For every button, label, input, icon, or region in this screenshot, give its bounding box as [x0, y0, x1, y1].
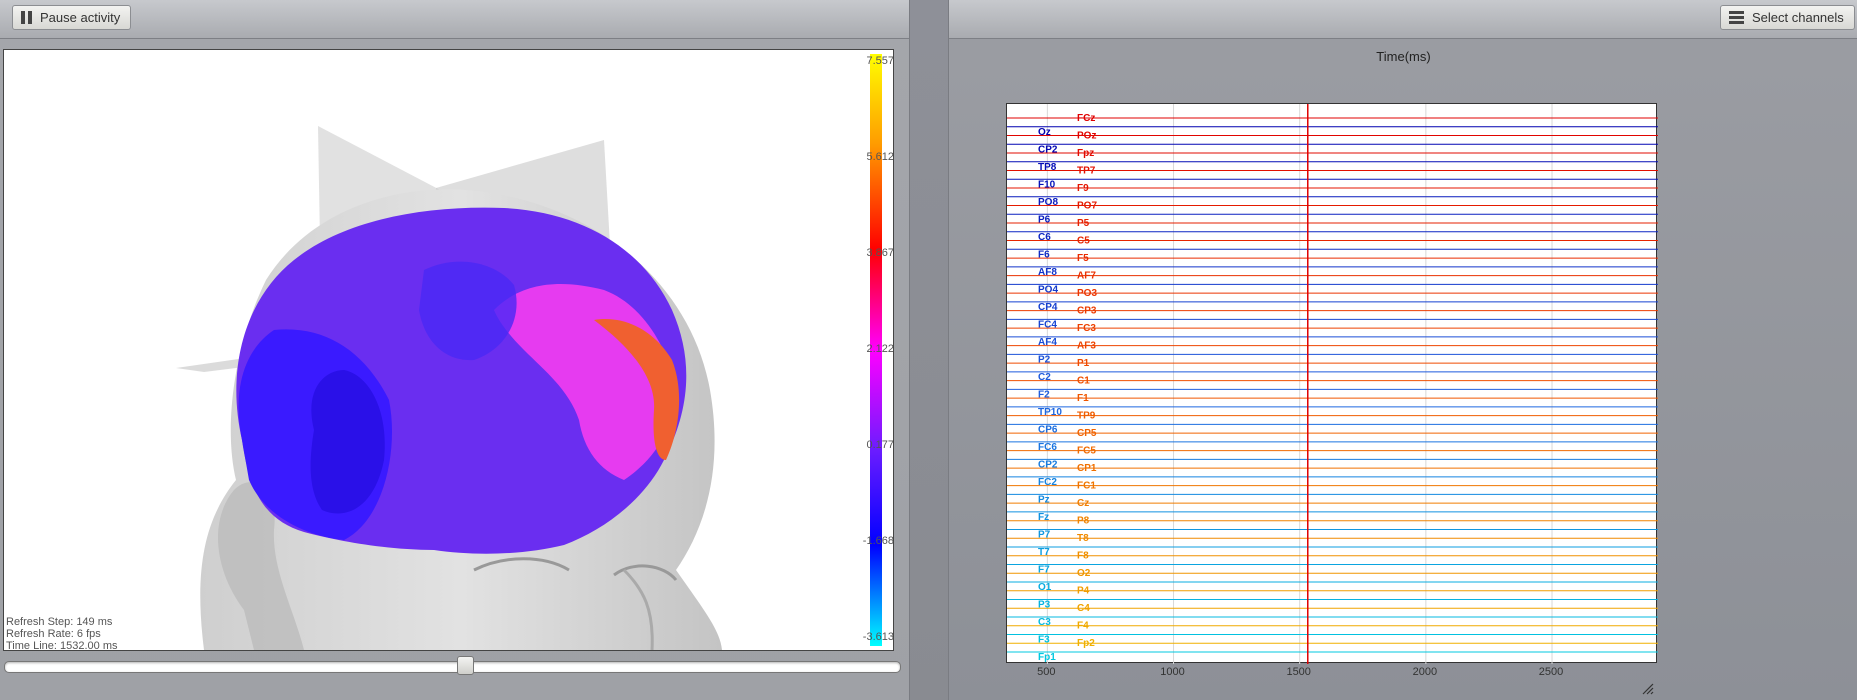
brain-activity-panel: Pause activity: [0, 0, 910, 700]
channel-label: Fp1: [1038, 652, 1056, 663]
colorbar-tick-label: -1.668: [863, 535, 893, 547]
channel-label: F4: [1077, 621, 1089, 632]
channel-label: FC2: [1038, 477, 1057, 488]
channel-label: CP1: [1077, 463, 1097, 474]
select-channels-label: Select channels: [1752, 10, 1844, 25]
channel-label: FC4: [1038, 319, 1057, 330]
channel-label: PO8: [1038, 197, 1058, 208]
pause-icon: [21, 11, 32, 24]
colorbar: [870, 54, 882, 646]
right-toolbar: Select channels: [949, 0, 1857, 39]
channel-label: P6: [1038, 214, 1051, 225]
timeline-slider-thumb[interactable]: [456, 656, 474, 675]
channel-label: P8: [1077, 516, 1090, 527]
eeg-traces-panel: Select channels Time(ms) FCz Oz POz CP2 Fpz T…: [948, 0, 1857, 700]
channel-label: PO4: [1038, 284, 1058, 295]
channel-label: CP6: [1038, 424, 1058, 435]
face-features: [473, 557, 678, 582]
list-icon: [1729, 11, 1744, 24]
channel-label: AF8: [1038, 267, 1057, 278]
channel-label: FC5: [1077, 446, 1096, 457]
channel-label: AF3: [1077, 341, 1096, 352]
channel-label: PO7: [1077, 201, 1097, 212]
select-channels-button[interactable]: Select channels: [1720, 5, 1855, 30]
channel-label: CP2: [1038, 459, 1058, 470]
timeline-slider-track[interactable]: [4, 661, 901, 673]
channel-label: C4: [1077, 603, 1090, 614]
colorbar-tick-label: -3.613: [863, 631, 893, 643]
x-tick-label: 2000: [1412, 666, 1438, 678]
colorbar-tick-label: 7.557: [866, 55, 893, 67]
channel-label: Fp2: [1077, 638, 1095, 649]
channel-label: P3: [1038, 599, 1051, 610]
pause-activity-label: Pause activity: [40, 10, 121, 25]
colorbar-tick-label: 2.122: [866, 343, 893, 355]
channel-label: Oz: [1038, 127, 1051, 138]
channel-label: Fpz: [1077, 148, 1094, 159]
channel-label: FC6: [1038, 442, 1057, 453]
channel-label: P7: [1038, 529, 1051, 540]
channel-label: T8: [1077, 533, 1089, 544]
brain-3d-view[interactable]: 7.557 5.612 3.867 2.122 0.177 -1.668 -3.613 Re…: [3, 49, 894, 651]
x-tick-label: 1500: [1286, 666, 1311, 678]
x-tick-label: 500: [1037, 666, 1056, 678]
channel-label: Fz: [1038, 512, 1049, 523]
channel-label: CP4: [1038, 302, 1058, 313]
plot-title: Time(ms): [1376, 49, 1431, 64]
brain-head-render: 7.557 5.612 3.867 2.122 0.177 -1.668 -3.613: [176, 54, 893, 650]
panel-divider: [910, 0, 948, 700]
channel-label: FC3: [1077, 323, 1096, 334]
channel-label: AF7: [1077, 271, 1096, 282]
channel-label: TP7: [1077, 166, 1096, 177]
channel-label: C1: [1077, 376, 1090, 387]
colorbar-tick-label: 5.612: [866, 151, 893, 163]
channel-label: T7: [1038, 547, 1050, 558]
channel-label: TP10: [1038, 407, 1062, 418]
channel-label: C2: [1038, 372, 1051, 383]
channel-label: CP3: [1077, 306, 1097, 317]
x-tick-label: 2500: [1538, 666, 1564, 678]
channel-label: PO3: [1077, 288, 1097, 299]
colorbar-tick-label: 0.177: [866, 439, 893, 451]
channel-label: F9: [1077, 183, 1089, 194]
channel-label: FC1: [1077, 481, 1096, 492]
left-toolbar: Pause activity: [0, 0, 909, 39]
channel-label: F2: [1038, 389, 1050, 400]
colorbar-tick-label: 3.867: [866, 247, 893, 259]
channel-label: TP8: [1038, 162, 1057, 173]
channel-label: F10: [1038, 179, 1056, 190]
refresh-rate-text: Refresh Rate: 6 fps: [6, 628, 101, 640]
pause-activity-button[interactable]: Pause activity: [12, 5, 132, 30]
resize-handle-icon[interactable]: [1641, 682, 1655, 696]
channel-label: F1: [1077, 393, 1089, 404]
channel-label: O2: [1077, 568, 1091, 579]
channel-label: O1: [1038, 582, 1052, 593]
channel-label: P1: [1077, 358, 1090, 369]
channel-label: P4: [1077, 586, 1090, 597]
eeg-svg: FCz Oz POz CP2 Fpz TP8 TP7 F10 F9 PO8 PO7 P6 P5 C6 C5 F…: [1007, 104, 1658, 664]
channel-label: P5: [1077, 218, 1090, 229]
channel-label: TP9: [1077, 411, 1096, 422]
channel-label: CP2: [1038, 144, 1058, 155]
refresh-step-text: Refresh Step: 149 ms: [6, 616, 113, 628]
channel-label: P2: [1038, 354, 1051, 365]
channel-label: F6: [1038, 249, 1050, 260]
channel-label: CP5: [1077, 428, 1097, 439]
ear-mesh: [217, 482, 304, 650]
eeg-trace-plot[interactable]: FCz Oz POz CP2 Fpz TP8 TP7 F10 F9 PO8 PO7 P6 P5 C6 C5 F…: [1006, 103, 1658, 664]
time-line-text: Time Line: 1532.00 ms: [6, 640, 118, 651]
channel-label: Cz: [1077, 498, 1089, 509]
channel-label: Pz: [1038, 494, 1050, 505]
channel-label: C5: [1077, 236, 1090, 247]
channel-label: AF4: [1038, 337, 1057, 348]
channel-label: POz: [1077, 131, 1096, 142]
x-tick-label: 1000: [1160, 666, 1185, 678]
channel-label: F5: [1077, 253, 1089, 264]
channel-label: C3: [1038, 617, 1051, 628]
channel-label: C6: [1038, 232, 1051, 243]
channel-label: F7: [1038, 564, 1050, 575]
channel-label: F3: [1038, 634, 1050, 645]
channel-label: FCz: [1077, 113, 1095, 124]
channel-label: F8: [1077, 551, 1089, 562]
